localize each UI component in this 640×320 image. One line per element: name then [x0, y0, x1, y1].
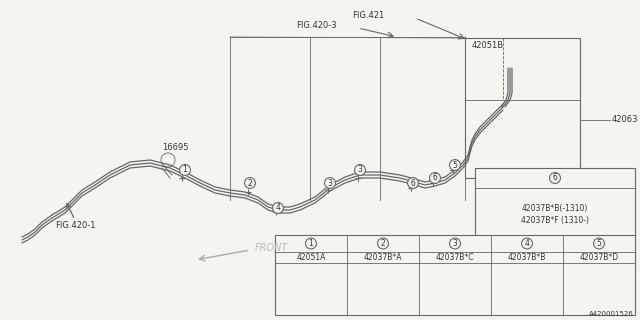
Text: 1: 1: [308, 239, 314, 248]
Bar: [275, 235, 635, 315]
Ellipse shape: [522, 238, 532, 249]
Text: 42037B*A: 42037B*A: [364, 253, 403, 262]
Text: 42037B*B: 42037B*B: [508, 253, 546, 262]
Text: 3: 3: [452, 239, 458, 248]
Text: 42037B*F (1310-): 42037B*F (1310-): [521, 215, 589, 225]
Bar: [465, 38, 580, 178]
Ellipse shape: [550, 172, 561, 183]
Text: FRONT: FRONT: [255, 243, 288, 253]
Text: A420001526: A420001526: [589, 311, 634, 317]
Text: FIG.420-1: FIG.420-1: [55, 220, 95, 229]
Text: 3: 3: [358, 165, 362, 174]
Text: 16695: 16695: [162, 143, 189, 153]
Ellipse shape: [355, 164, 365, 175]
Text: 4: 4: [276, 204, 280, 212]
Ellipse shape: [449, 238, 460, 249]
Text: 3: 3: [328, 179, 332, 188]
Text: 42051A: 42051A: [296, 253, 326, 262]
Text: 2: 2: [381, 239, 385, 248]
Text: 5: 5: [596, 239, 602, 248]
Text: 42037B*D: 42037B*D: [579, 253, 619, 262]
Ellipse shape: [449, 160, 460, 171]
Ellipse shape: [324, 178, 335, 188]
Ellipse shape: [273, 203, 284, 213]
Text: 5: 5: [452, 161, 458, 170]
Text: 42063: 42063: [612, 116, 639, 124]
Text: 42051B: 42051B: [472, 41, 504, 50]
Ellipse shape: [305, 238, 316, 249]
Ellipse shape: [593, 238, 604, 249]
Text: 6: 6: [411, 179, 415, 188]
Bar: [475, 168, 635, 272]
Text: 42037B*C: 42037B*C: [436, 253, 474, 262]
Ellipse shape: [378, 238, 388, 249]
Ellipse shape: [180, 164, 191, 175]
Text: 1: 1: [182, 165, 188, 174]
Ellipse shape: [244, 178, 255, 188]
Text: FIG.421: FIG.421: [352, 12, 384, 20]
Text: 2: 2: [248, 179, 252, 188]
Text: 6: 6: [433, 173, 437, 182]
Text: 42037B*B(-1310): 42037B*B(-1310): [522, 204, 588, 212]
Text: FIG.420-3: FIG.420-3: [296, 21, 337, 30]
Text: 4: 4: [525, 239, 529, 248]
Text: 6: 6: [552, 173, 557, 182]
Ellipse shape: [408, 178, 419, 188]
Ellipse shape: [429, 172, 440, 183]
